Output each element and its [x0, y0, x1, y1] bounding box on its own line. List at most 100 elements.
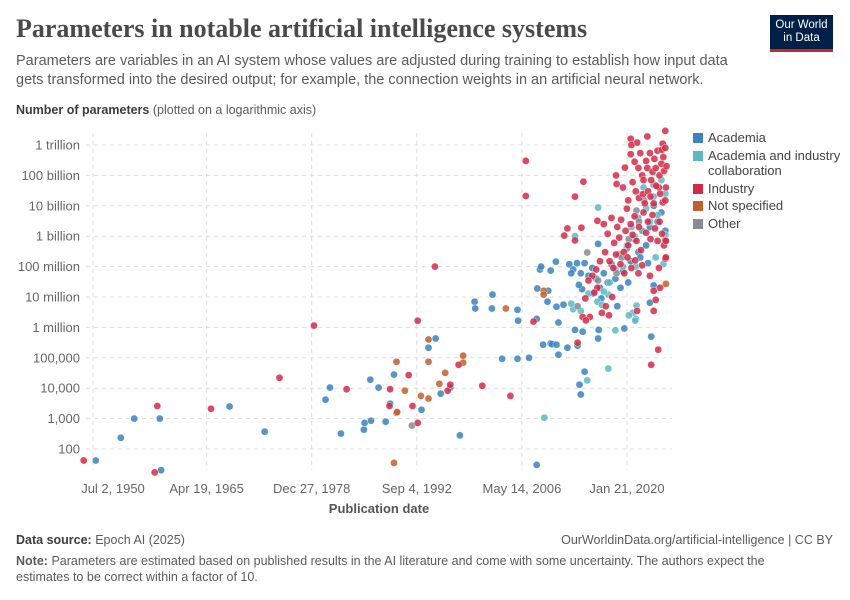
data-point[interactable]: [592, 265, 601, 274]
data-point[interactable]: [652, 182, 661, 190]
data-point[interactable]: [431, 334, 440, 343]
data-point[interactable]: [662, 280, 670, 288]
data-point[interactable]: [610, 239, 618, 247]
data-point[interactable]: [401, 386, 409, 395]
data-point[interactable]: [601, 248, 609, 256]
data-point[interactable]: [575, 281, 583, 289]
data-point[interactable]: [424, 394, 433, 403]
data-point[interactable]: [651, 224, 659, 233]
data-point[interactable]: [646, 149, 654, 157]
data-point[interactable]: [580, 259, 589, 267]
data-point[interactable]: [540, 413, 549, 422]
data-point[interactable]: [360, 419, 369, 427]
data-point[interactable]: [92, 456, 100, 465]
data-point[interactable]: [417, 392, 425, 400]
data-point[interactable]: [514, 316, 522, 325]
data-point[interactable]: [529, 317, 538, 326]
data-point[interactable]: [565, 260, 574, 269]
data-point[interactable]: [624, 241, 633, 250]
data-point[interactable]: [590, 288, 599, 297]
data-point[interactable]: [628, 231, 637, 239]
data-point[interactable]: [417, 405, 426, 414]
data-point[interactable]: [662, 253, 670, 262]
data-point[interactable]: [661, 127, 670, 135]
data-point[interactable]: [650, 155, 659, 163]
data-point[interactable]: [580, 367, 589, 376]
data-point[interactable]: [390, 370, 398, 379]
data-point[interactable]: [522, 157, 530, 165]
data-point[interactable]: [643, 164, 652, 172]
data-point[interactable]: [326, 383, 334, 392]
data-point[interactable]: [602, 302, 610, 311]
data-point[interactable]: [621, 163, 629, 172]
data-point[interactable]: [498, 354, 506, 363]
data-point[interactable]: [613, 223, 622, 231]
data-point[interactable]: [633, 307, 641, 315]
data-point[interactable]: [613, 302, 622, 311]
data-point[interactable]: [424, 357, 433, 366]
data-point[interactable]: [130, 414, 138, 423]
data-point[interactable]: [635, 223, 643, 231]
data-point[interactable]: [630, 212, 639, 221]
data-point[interactable]: [360, 425, 368, 434]
data-point[interactable]: [583, 248, 592, 257]
data-point[interactable]: [404, 371, 413, 379]
data-point[interactable]: [612, 180, 621, 188]
data-point[interactable]: [612, 250, 620, 259]
data-point[interactable]: [631, 256, 640, 265]
data-point[interactable]: [600, 220, 608, 228]
data-point[interactable]: [575, 380, 584, 389]
data-point[interactable]: [646, 271, 654, 280]
data-point[interactable]: [513, 354, 522, 363]
data-point[interactable]: [459, 351, 467, 360]
data-point[interactable]: [621, 226, 630, 235]
data-point[interactable]: [563, 343, 572, 352]
data-point[interactable]: [605, 257, 614, 266]
data-point[interactable]: [637, 246, 645, 254]
data-point[interactable]: [642, 228, 650, 237]
data-point[interactable]: [374, 383, 383, 392]
data-point[interactable]: [478, 381, 487, 390]
data-point[interactable]: [611, 326, 620, 335]
data-point[interactable]: [567, 269, 576, 278]
data-point[interactable]: [390, 459, 398, 467]
data-point[interactable]: [583, 376, 592, 385]
data-point[interactable]: [594, 276, 602, 285]
data-point[interactable]: [117, 433, 125, 442]
source-url[interactable]: OurWorldinData.org/artificial-intelligen…: [561, 533, 833, 547]
data-point[interactable]: [366, 375, 375, 384]
legend-item[interactable]: Academia and industry collaboration: [693, 148, 848, 179]
data-point[interactable]: [431, 262, 439, 271]
data-point[interactable]: [436, 389, 445, 398]
data-point[interactable]: [522, 192, 530, 200]
legend-item[interactable]: Industry: [693, 181, 848, 197]
data-point[interactable]: [662, 162, 671, 170]
data-point[interactable]: [582, 316, 590, 325]
data-point[interactable]: [153, 402, 162, 410]
data-point[interactable]: [367, 416, 375, 425]
data-point[interactable]: [381, 417, 390, 426]
data-point[interactable]: [609, 264, 618, 272]
data-point[interactable]: [392, 357, 401, 366]
data-point[interactable]: [413, 316, 422, 325]
data-point[interactable]: [619, 248, 628, 256]
data-point[interactable]: [567, 299, 576, 308]
data-point[interactable]: [616, 260, 625, 269]
data-point[interactable]: [157, 466, 165, 475]
data-point[interactable]: [653, 237, 662, 245]
data-point[interactable]: [656, 189, 664, 198]
data-point[interactable]: [647, 360, 656, 369]
data-point[interactable]: [310, 321, 318, 330]
data-point[interactable]: [470, 297, 479, 306]
data-point[interactable]: [441, 368, 450, 377]
data-point[interactable]: [655, 217, 664, 226]
data-point[interactable]: [624, 278, 633, 287]
data-point[interactable]: [656, 283, 664, 292]
data-point[interactable]: [632, 237, 641, 245]
data-point[interactable]: [646, 235, 655, 243]
data-point[interactable]: [454, 360, 463, 369]
data-point[interactable]: [600, 269, 608, 278]
data-point[interactable]: [624, 196, 633, 205]
data-point[interactable]: [408, 402, 417, 410]
data-point[interactable]: [605, 278, 614, 287]
